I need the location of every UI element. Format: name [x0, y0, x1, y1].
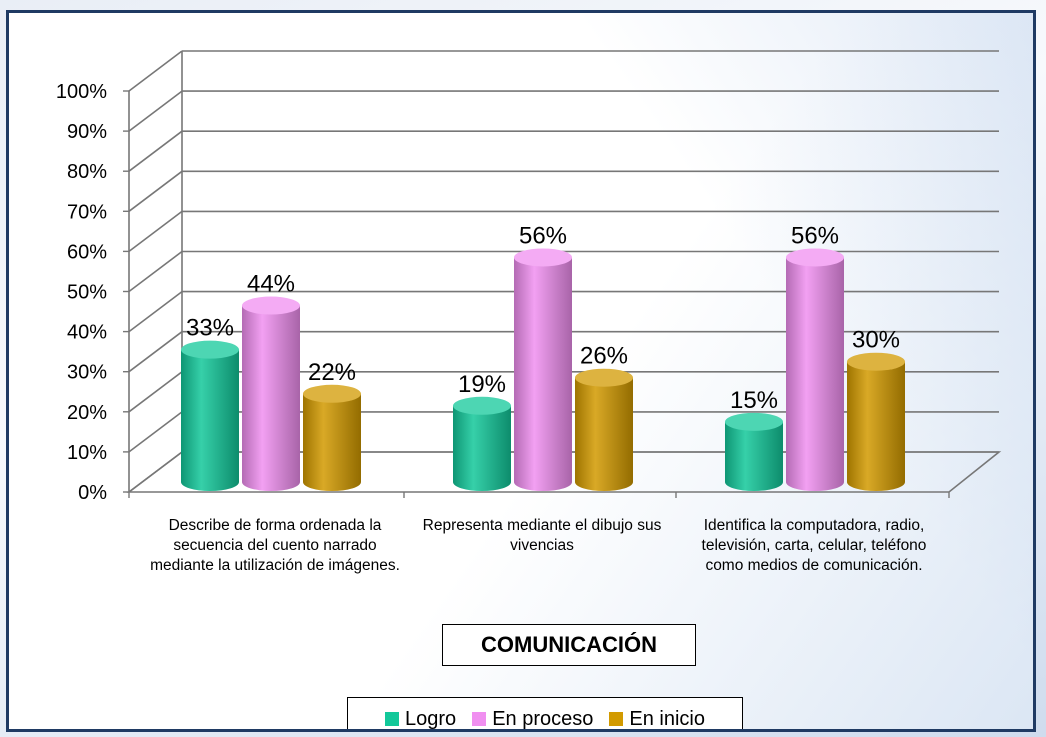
bar-body	[575, 377, 633, 491]
bar-body	[786, 257, 844, 491]
bar-en-inicio-2	[575, 368, 633, 491]
y-tick-label: 20%	[67, 402, 107, 424]
bar-body	[303, 393, 361, 491]
data-label: 22%	[308, 359, 356, 386]
data-label: 33%	[186, 315, 234, 342]
legend-label-logro: Logro	[405, 707, 457, 730]
data-label: 26%	[580, 343, 628, 370]
category-label-2: Representa mediante el dibujo sus vivenc…	[422, 517, 662, 554]
bar-body	[181, 349, 239, 491]
gridline-side	[128, 130, 183, 172]
bar-en-proceso-3	[786, 248, 844, 491]
y-tick-label: 30%	[67, 362, 107, 384]
bar-en-inicio-3	[847, 352, 905, 491]
chart-plot: 0% 10% 20% 30% 40% 50% 60% 70% 80% 90% 100% 33% 44% 2…	[56, 50, 1002, 504]
chart-frame: 0% 10% 20% 30% 40% 50% 60% 70% 80% 90% 100% 33% 44% 2…	[6, 10, 1036, 732]
legend-item-en-proceso: En proceso	[472, 707, 594, 730]
bar-top	[303, 384, 361, 403]
data-label: 19%	[458, 371, 506, 398]
bar-top	[575, 368, 633, 387]
y-tick-label: 70%	[67, 201, 107, 223]
gridline-side	[128, 250, 183, 293]
legend-swatch-en-inicio	[609, 712, 624, 726]
bar-top	[453, 396, 511, 415]
bar-en-proceso-2	[514, 248, 572, 491]
y-tick-label: 40%	[67, 322, 107, 344]
bar-top	[725, 412, 783, 431]
data-label: 44%	[247, 271, 295, 298]
gridline-side	[128, 90, 183, 132]
data-label: 56%	[519, 222, 567, 249]
bar-body	[725, 421, 783, 491]
gridline-side	[128, 210, 183, 253]
y-tick-label: 80%	[67, 161, 107, 183]
bar-logro-3	[725, 412, 783, 491]
gridline-side	[128, 371, 183, 413]
data-label: 30%	[852, 327, 900, 354]
bar-logro-1	[181, 340, 239, 491]
y-tick-label: 10%	[67, 442, 107, 464]
legend-item-logro: Logro	[385, 707, 457, 730]
gridline-side	[128, 170, 183, 212]
gridline-side	[128, 50, 183, 92]
category-label-1: Describe de forma ordenada la secuencia …	[150, 517, 400, 574]
data-label: 15%	[730, 387, 778, 414]
legend-swatch-logro	[385, 712, 400, 726]
legend-swatch-en-proceso	[472, 712, 487, 726]
data-label: 56%	[791, 222, 839, 249]
gridline-side	[128, 411, 183, 453]
y-tick-label: 50%	[67, 282, 107, 304]
bar-top	[242, 296, 300, 315]
y-tick-label: 0%	[78, 482, 107, 504]
legend-label-en-inicio: En inicio	[629, 707, 705, 730]
bar-en-proceso-1	[242, 296, 300, 491]
gridline-side	[128, 331, 183, 373]
y-tick-label: 90%	[67, 121, 107, 143]
legend-label-en-proceso: En proceso	[492, 707, 594, 730]
bar-top	[847, 352, 905, 371]
chart-title: COMUNICACIÓN	[442, 624, 696, 666]
bar-en-inicio-1	[303, 384, 361, 491]
bar-top	[786, 248, 844, 267]
bar-body	[242, 305, 300, 491]
bar-top	[181, 340, 239, 359]
y-tick-label: 60%	[67, 241, 107, 263]
gridline-side	[128, 290, 183, 333]
y-tick-label: 100%	[56, 81, 107, 103]
legend-item-en-inicio: En inicio	[609, 707, 705, 730]
bar-top	[514, 248, 572, 267]
bar-logro-2	[453, 396, 511, 491]
bar-body	[847, 361, 905, 491]
legend: Logro En proceso En inicio	[347, 697, 743, 730]
category-label-3: Identifica la computadora, radio, televi…	[701, 517, 927, 574]
bar-body	[453, 405, 511, 491]
bar-body	[514, 257, 572, 491]
